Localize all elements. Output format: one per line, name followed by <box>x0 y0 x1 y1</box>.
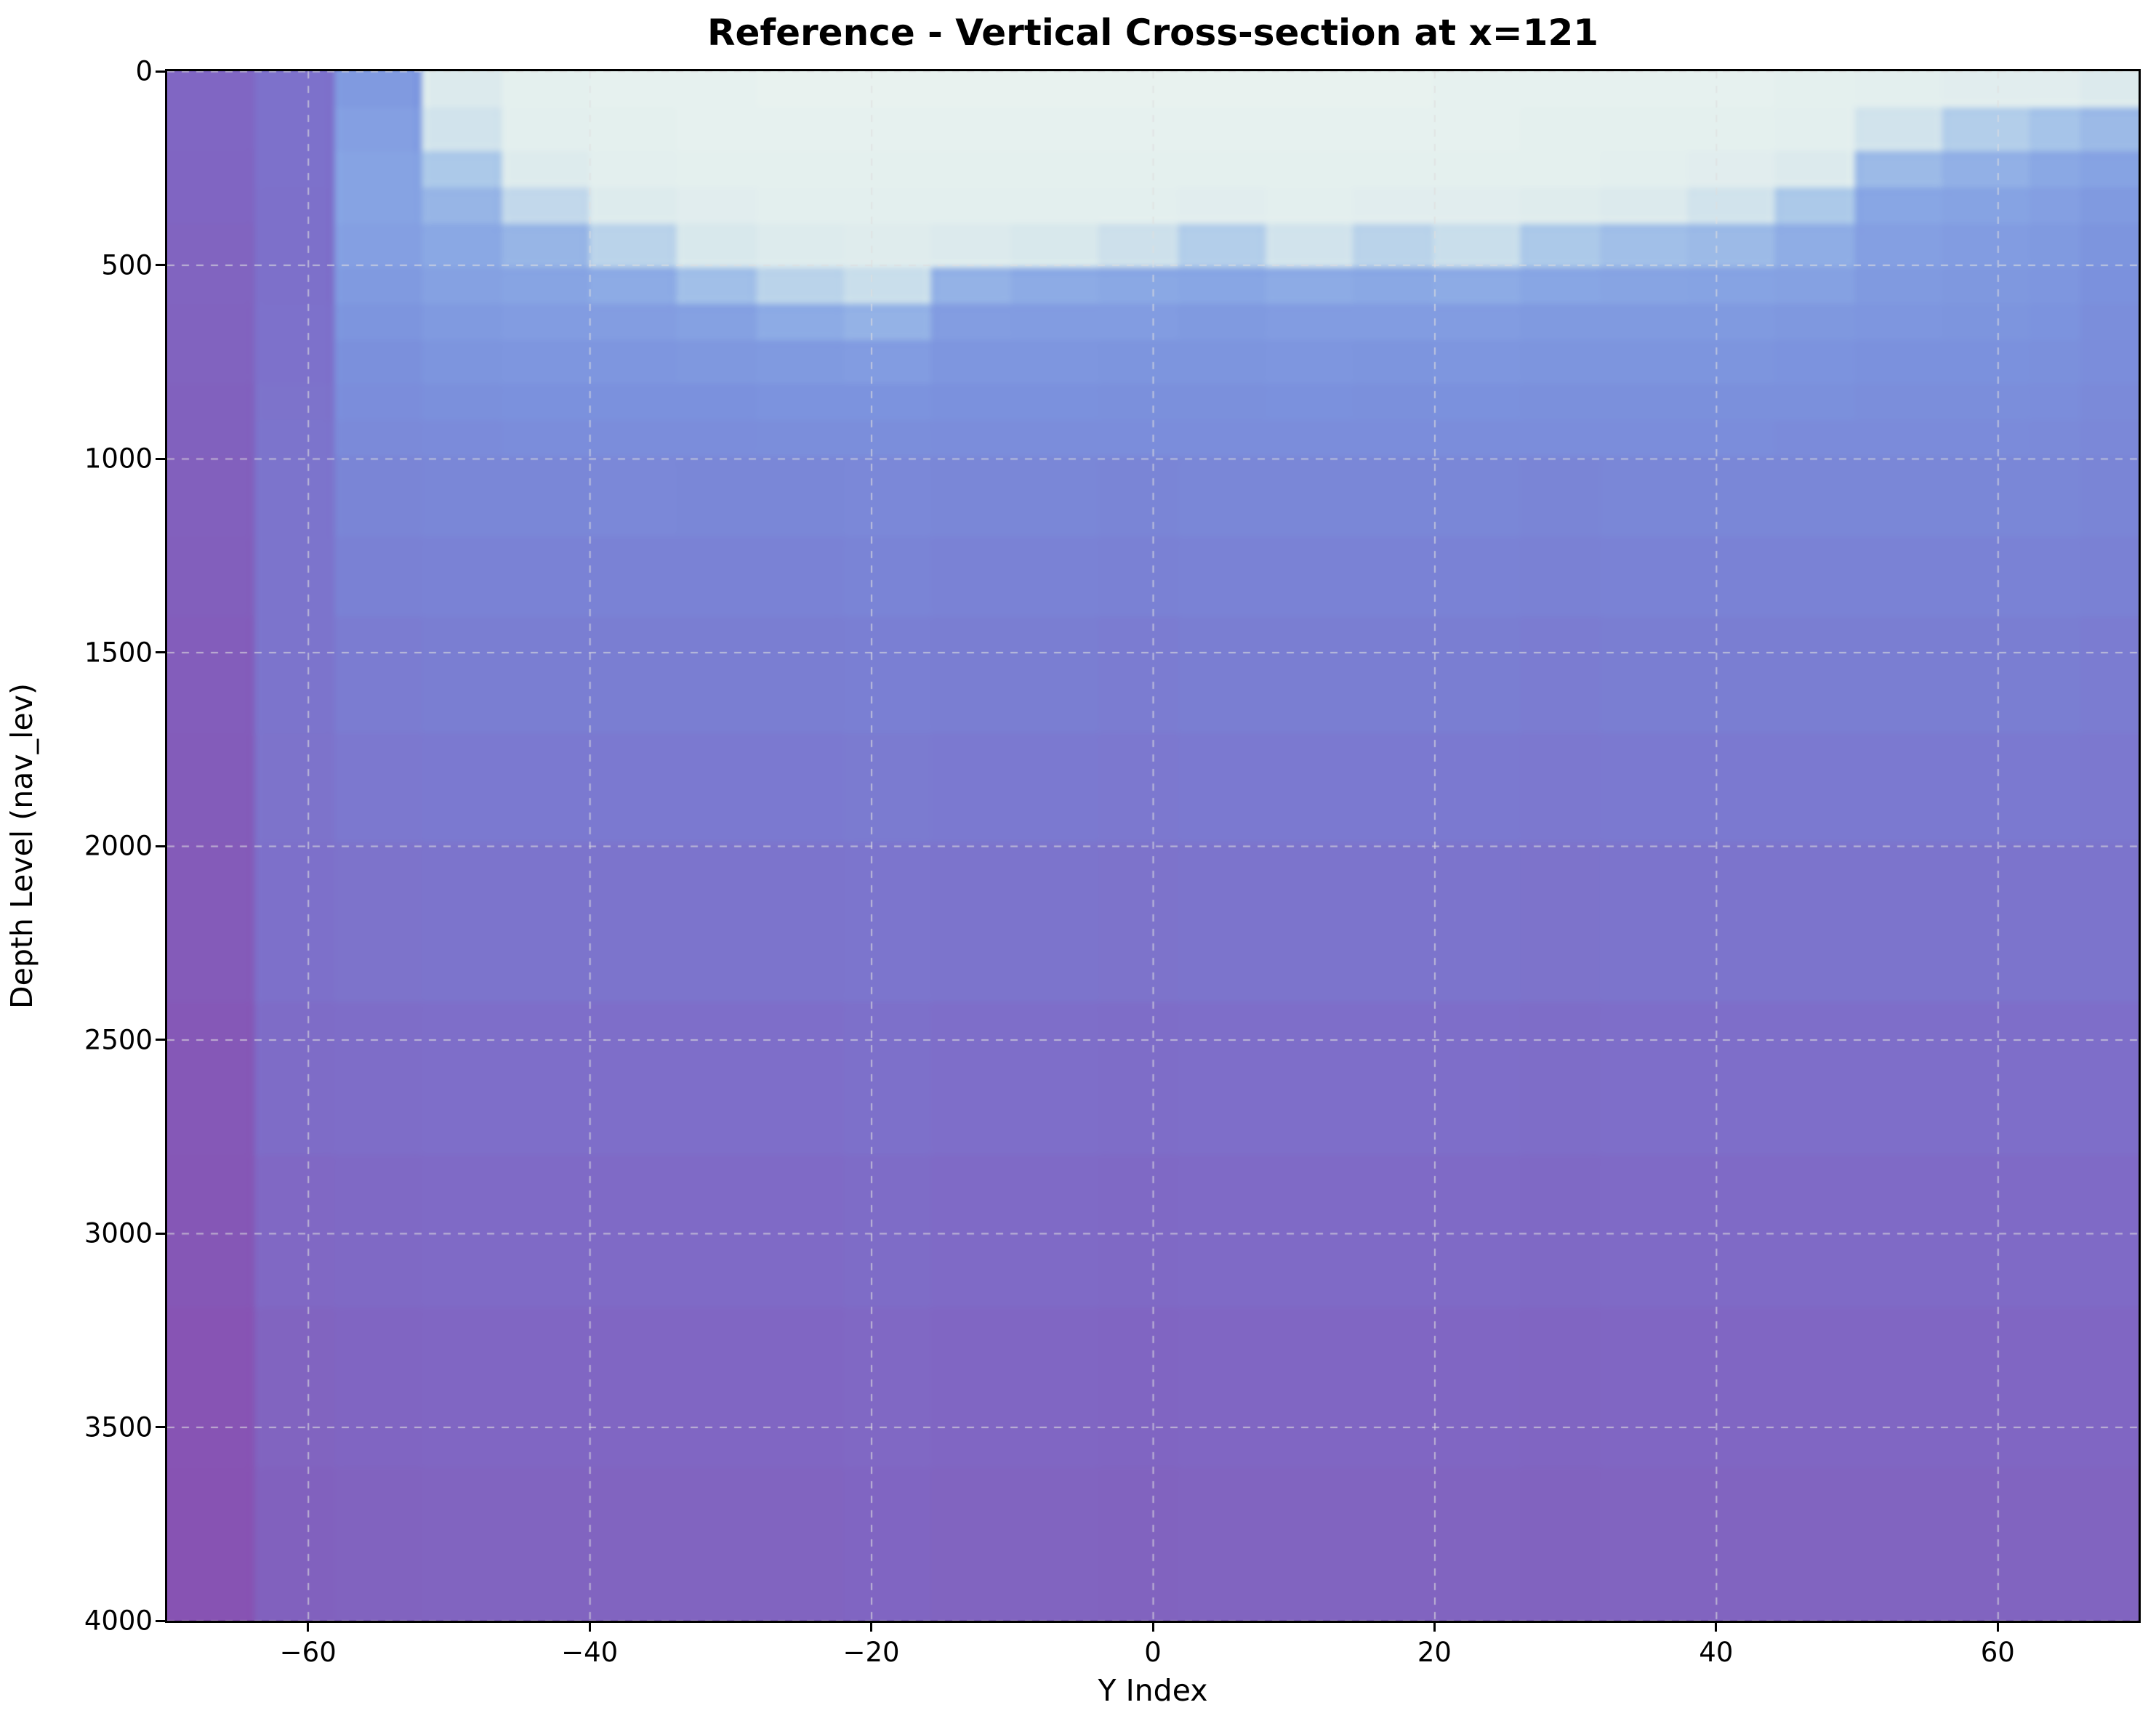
x-tick-label: −20 <box>842 1637 900 1668</box>
x-tick-mark <box>588 1621 591 1632</box>
y-tick-label: 2000 <box>84 830 153 862</box>
y-tick-label: 0 <box>135 55 153 87</box>
heatmap-canvas <box>167 71 2139 1621</box>
y-tick-mark <box>156 651 166 653</box>
chart-title: Reference - Vertical Cross-section at x=… <box>707 12 1599 54</box>
x-tick-mark <box>1996 1621 1999 1632</box>
y-tick-label: 1000 <box>84 443 153 475</box>
y-tick-mark <box>156 264 166 266</box>
x-tick-mark <box>1151 1621 1154 1632</box>
y-tick-label: 4000 <box>84 1605 153 1637</box>
y-tick-label: 2500 <box>84 1024 153 1055</box>
x-tick-label: −40 <box>561 1637 619 1668</box>
y-tick-label: 500 <box>101 249 153 281</box>
y-axis-label: Depth Level (nav_lev) <box>4 683 39 1009</box>
x-tick-label: 60 <box>1980 1637 2015 1668</box>
y-tick-mark <box>156 1426 166 1428</box>
x-tick-label: 20 <box>1417 1637 1452 1668</box>
y-tick-label: 3500 <box>84 1411 153 1443</box>
x-tick-mark <box>1715 1621 1718 1632</box>
x-tick-mark <box>1433 1621 1436 1632</box>
x-tick-label: −60 <box>279 1637 337 1668</box>
y-tick-label: 1500 <box>84 637 153 668</box>
y-tick-mark <box>156 70 166 73</box>
x-axis-label: Y Index <box>1098 1673 1208 1708</box>
x-tick-label: 0 <box>1144 1637 1162 1668</box>
y-tick-mark <box>156 1232 166 1235</box>
plot-area <box>165 69 2141 1623</box>
x-tick-mark <box>870 1621 873 1632</box>
x-tick-label: 40 <box>1699 1637 1734 1668</box>
y-tick-mark <box>156 457 166 460</box>
y-tick-mark <box>156 1039 166 1041</box>
x-tick-mark <box>307 1621 310 1632</box>
y-tick-mark <box>156 1619 166 1622</box>
y-tick-label: 3000 <box>84 1217 153 1249</box>
y-tick-mark <box>156 845 166 847</box>
